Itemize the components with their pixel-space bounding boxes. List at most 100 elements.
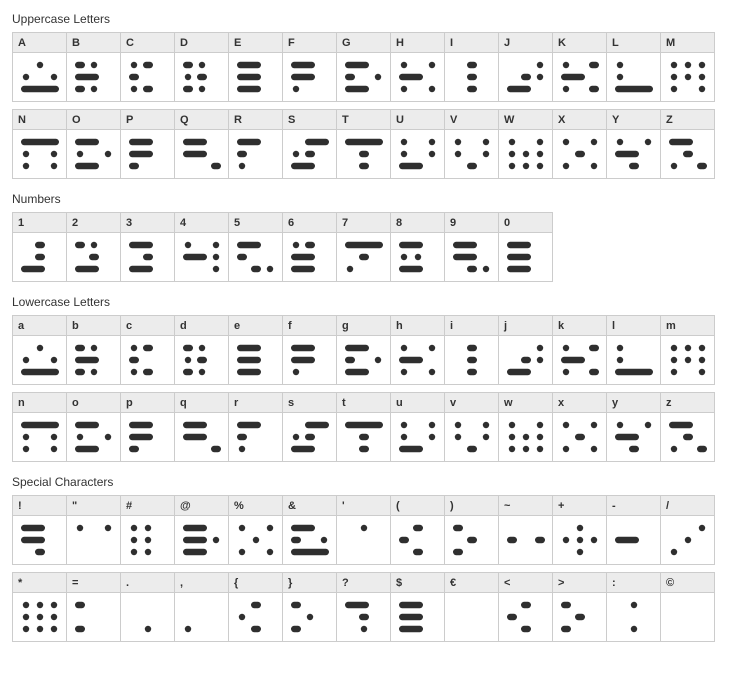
glyph-cell[interactable]: € xyxy=(444,572,499,642)
glyph-cell[interactable]: a xyxy=(12,315,67,385)
glyph-cell[interactable]: 1 xyxy=(12,212,67,282)
glyph-cell[interactable]: Y xyxy=(606,109,661,179)
glyph-cell[interactable]: q xyxy=(174,392,229,462)
glyph-cell[interactable]: 8 xyxy=(390,212,445,282)
glyph-cell[interactable]: s xyxy=(282,392,337,462)
glyph-cell[interactable]: Q xyxy=(174,109,229,179)
glyph-cell[interactable]: " xyxy=(66,495,121,565)
glyph-cell[interactable]: } xyxy=(282,572,337,642)
glyph-cell[interactable]: = xyxy=(66,572,121,642)
glyph-cell[interactable]: 4 xyxy=(174,212,229,282)
glyph-cell[interactable]: l xyxy=(606,315,661,385)
glyph-cell[interactable]: X xyxy=(552,109,607,179)
glyph-cell[interactable]: @ xyxy=(174,495,229,565)
glyph-cell[interactable]: b xyxy=(66,315,121,385)
glyph-cell[interactable]: M xyxy=(660,32,715,102)
glyph-preview xyxy=(499,413,552,461)
glyph-cell[interactable]: h xyxy=(390,315,445,385)
glyph-cell[interactable]: D xyxy=(174,32,229,102)
glyph-preview xyxy=(337,516,390,564)
glyph-preview xyxy=(337,53,390,101)
glyph-cell[interactable]: ? xyxy=(336,572,391,642)
glyph-cell[interactable]: ~ xyxy=(498,495,553,565)
glyph-cell[interactable]: V xyxy=(444,109,499,179)
glyph-cell[interactable]: : xyxy=(606,572,661,642)
glyph-preview xyxy=(283,593,336,641)
glyph-cell[interactable]: E xyxy=(228,32,283,102)
glyph-cell[interactable]: ) xyxy=(444,495,499,565)
glyph-preview xyxy=(67,516,120,564)
glyph-cell[interactable]: k xyxy=(552,315,607,385)
glyph-cell[interactable]: - xyxy=(606,495,661,565)
glyph-label: . xyxy=(121,573,174,593)
glyph-cell[interactable]: R xyxy=(228,109,283,179)
glyph-cell[interactable]: 5 xyxy=(228,212,283,282)
glyph-cell[interactable]: t xyxy=(336,392,391,462)
glyph-label: g xyxy=(337,316,390,336)
glyph-cell[interactable]: C xyxy=(120,32,175,102)
glyph-cell[interactable]: N xyxy=(12,109,67,179)
glyph-cell[interactable]: K xyxy=(552,32,607,102)
glyph-cell[interactable]: w xyxy=(498,392,553,462)
glyph-cell[interactable]: $ xyxy=(390,572,445,642)
glyph-cell[interactable]: A xyxy=(12,32,67,102)
glyph-cell[interactable]: U xyxy=(390,109,445,179)
glyph-cell[interactable]: { xyxy=(228,572,283,642)
glyph-cell[interactable]: P xyxy=(120,109,175,179)
glyph-cell[interactable]: u xyxy=(390,392,445,462)
glyph-cell[interactable]: H xyxy=(390,32,445,102)
glyph-cell[interactable]: F xyxy=(282,32,337,102)
glyph-cell[interactable]: G xyxy=(336,32,391,102)
glyph-preview xyxy=(391,516,444,564)
glyph-cell[interactable]: ( xyxy=(390,495,445,565)
glyph-cell[interactable]: * xyxy=(12,572,67,642)
glyph-cell[interactable]: m xyxy=(660,315,715,385)
glyph-label: : xyxy=(607,573,660,593)
glyph-cell[interactable]: e xyxy=(228,315,283,385)
glyph-cell[interactable]: W xyxy=(498,109,553,179)
glyph-preview xyxy=(229,336,282,384)
glyph-preview xyxy=(283,130,336,178)
glyph-cell[interactable]: 6 xyxy=(282,212,337,282)
glyph-cell[interactable]: r xyxy=(228,392,283,462)
glyph-cell[interactable]: / xyxy=(660,495,715,565)
glyph-cell[interactable]: > xyxy=(552,572,607,642)
glyph-cell[interactable]: d xyxy=(174,315,229,385)
glyph-cell[interactable]: p xyxy=(120,392,175,462)
glyph-cell[interactable]: c xyxy=(120,315,175,385)
glyph-cell[interactable]: + xyxy=(552,495,607,565)
glyph-cell[interactable]: L xyxy=(606,32,661,102)
glyph-cell[interactable]: z xyxy=(660,392,715,462)
glyph-cell[interactable]: n xyxy=(12,392,67,462)
glyph-cell[interactable]: j xyxy=(498,315,553,385)
glyph-cell[interactable]: x xyxy=(552,392,607,462)
glyph-cell[interactable]: y xyxy=(606,392,661,462)
glyph-cell[interactable]: # xyxy=(120,495,175,565)
glyph-cell[interactable]: i xyxy=(444,315,499,385)
glyph-cell[interactable]: ' xyxy=(336,495,391,565)
glyph-cell[interactable]: v xyxy=(444,392,499,462)
glyph-cell[interactable]: & xyxy=(282,495,337,565)
glyph-cell[interactable]: f xyxy=(282,315,337,385)
glyph-cell[interactable]: O xyxy=(66,109,121,179)
glyph-cell[interactable]: S xyxy=(282,109,337,179)
glyph-cell[interactable]: o xyxy=(66,392,121,462)
glyph-cell[interactable]: < xyxy=(498,572,553,642)
glyph-cell[interactable]: % xyxy=(228,495,283,565)
glyph-cell[interactable]: 3 xyxy=(120,212,175,282)
glyph-label: r xyxy=(229,393,282,413)
glyph-cell[interactable]: I xyxy=(444,32,499,102)
glyph-cell[interactable]: 9 xyxy=(444,212,499,282)
glyph-cell[interactable]: 2 xyxy=(66,212,121,282)
glyph-cell[interactable]: , xyxy=(174,572,229,642)
glyph-cell[interactable]: Z xyxy=(660,109,715,179)
glyph-cell[interactable]: J xyxy=(498,32,553,102)
glyph-cell[interactable]: ! xyxy=(12,495,67,565)
glyph-cell[interactable]: . xyxy=(120,572,175,642)
glyph-cell[interactable]: 0 xyxy=(498,212,553,282)
glyph-cell[interactable]: g xyxy=(336,315,391,385)
glyph-cell[interactable]: B xyxy=(66,32,121,102)
glyph-cell[interactable]: T xyxy=(336,109,391,179)
glyph-cell[interactable]: © xyxy=(660,572,715,642)
glyph-cell[interactable]: 7 xyxy=(336,212,391,282)
